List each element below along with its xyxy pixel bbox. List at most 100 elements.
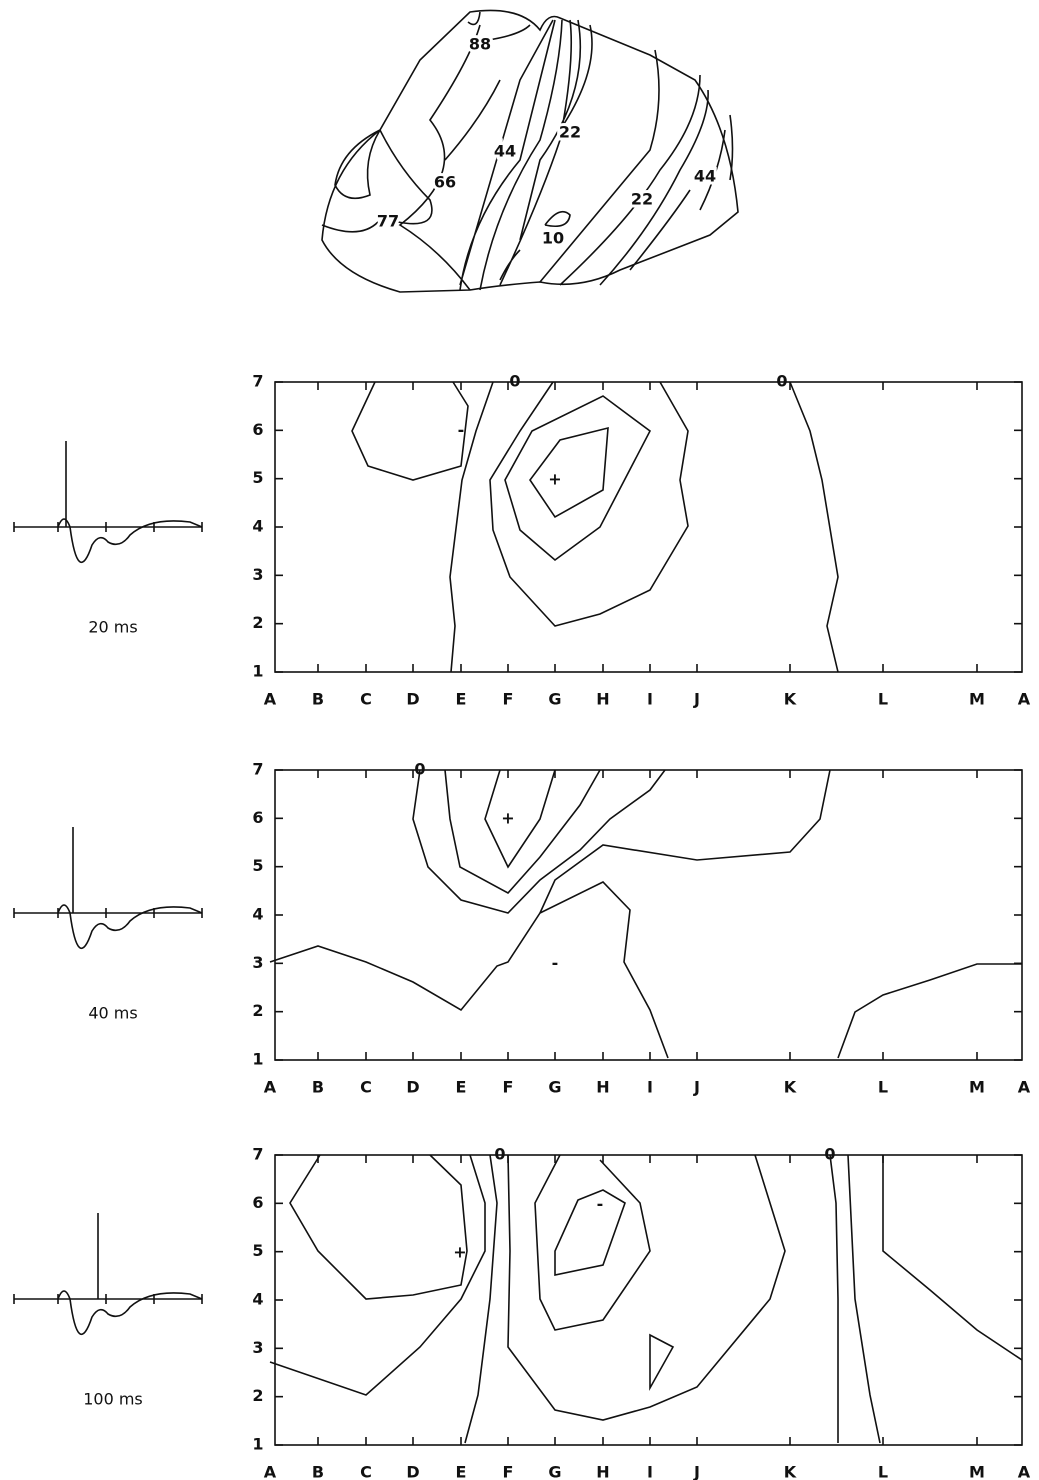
y-tick-label: 2 [252,1386,263,1405]
y-tick-label: 7 [252,372,263,391]
heart-outline [322,10,738,292]
contour [650,1335,673,1388]
y-tick-label: 1 [252,1050,263,1069]
contour-label: 44 [494,142,516,161]
waveform [58,519,202,562]
x-tick-label: E [456,1463,467,1480]
y-tick-label: 4 [252,905,263,924]
contour [290,1155,467,1299]
y-tick-label: 4 [252,517,263,536]
x-tick-label: M [969,1463,985,1480]
x-tick-label: G [548,690,561,709]
x-tick-label: A [264,1463,277,1480]
contour [270,882,668,1058]
x-tick-label: D [406,1078,419,1097]
x-tick-label: J [693,1078,700,1097]
x-tick-label: H [596,1078,609,1097]
x-tick-label: I [647,1078,653,1097]
map-mark: 0 [414,760,425,779]
contour [490,382,688,626]
x-tick-label: C [360,690,372,709]
x-tick-label: L [878,1078,888,1097]
x-tick-label: H [596,690,609,709]
contour-label: 77 [377,212,399,231]
map-mark: - [458,421,465,440]
x-tick-label: K [784,1463,797,1480]
x-tick-label: M [969,1078,985,1097]
figure: 88776644221022441234567ABCDEFGHIJKLMA00-… [0,0,1039,1480]
x-tick-label: L [878,690,888,709]
map-mark: 0 [824,1145,835,1164]
contour [335,130,380,198]
x-tick-label: B [312,1078,324,1097]
contour [465,1155,497,1443]
x-tick-label: D [406,690,419,709]
map-mark: 0 [776,372,787,391]
contour [508,1155,785,1420]
contour-label: 22 [559,123,581,142]
contour-label: 22 [631,190,653,209]
plot-frame [275,382,1022,672]
contour [450,382,493,672]
x-tick-label: I [647,690,653,709]
contour [445,770,600,893]
x-tick-label: C [360,1078,372,1097]
x-tick-label: I [647,1463,653,1480]
y-tick-label: 6 [252,1193,263,1212]
y-tick-label: 7 [252,1145,263,1164]
x-tick-label: F [503,1078,514,1097]
panel: 1234567ABCDEFGHIJKLMA0+-40 ms [14,760,1031,1097]
panel: 1234567ABCDEFGHIJKLMA00-+100 ms [14,1145,1031,1480]
waveform [58,1291,202,1334]
contour [535,1155,650,1330]
waveform [58,905,202,948]
y-tick-label: 5 [252,468,263,487]
x-tick-label: G [548,1078,561,1097]
x-tick-label: B [312,1463,324,1480]
contour [883,1155,1022,1360]
x-tick-label: H [596,1463,609,1480]
map-mark: + [453,1243,466,1262]
x-tick-label: E [456,690,467,709]
y-tick-label: 2 [252,613,263,632]
x-tick-label: F [503,1463,514,1480]
x-tick-label: E [456,1078,467,1097]
x-tick-label: K [784,1078,797,1097]
contour [322,12,733,290]
contour [838,964,1022,1058]
x-tick-label: B [312,690,324,709]
y-tick-label: 3 [252,953,263,972]
map-mark: 0 [494,1145,505,1164]
y-tick-label: 3 [252,565,263,584]
map-mark: 0 [509,372,520,391]
y-tick-label: 7 [252,760,263,779]
y-tick-label: 1 [252,662,263,681]
time-label: 40 ms [88,1004,137,1023]
contour-label: 66 [434,173,456,192]
x-tick-label: D [406,1463,419,1480]
contour [790,382,838,672]
y-tick-label: 1 [252,1435,263,1454]
x-tick-label: F [503,690,514,709]
contour [352,382,468,480]
contour [530,428,608,517]
x-tick-label: C [360,1463,372,1480]
x-tick-label: K [784,690,797,709]
time-label: 20 ms [88,618,137,637]
y-tick-label: 5 [252,1241,263,1260]
y-tick-label: 2 [252,1001,263,1020]
contour [555,1190,625,1275]
y-tick-label: 6 [252,808,263,827]
y-tick-label: 3 [252,1338,263,1357]
x-tick-label: A [1018,1463,1031,1480]
contour [848,1155,880,1443]
x-tick-label: J [693,1463,700,1480]
heart-map [322,10,738,292]
contour [270,1155,485,1395]
x-tick-label: J [693,690,700,709]
map-mark: - [597,1195,604,1214]
x-tick-label: M [969,690,985,709]
y-tick-label: 4 [252,1290,263,1309]
contour-label: 10 [542,229,564,248]
